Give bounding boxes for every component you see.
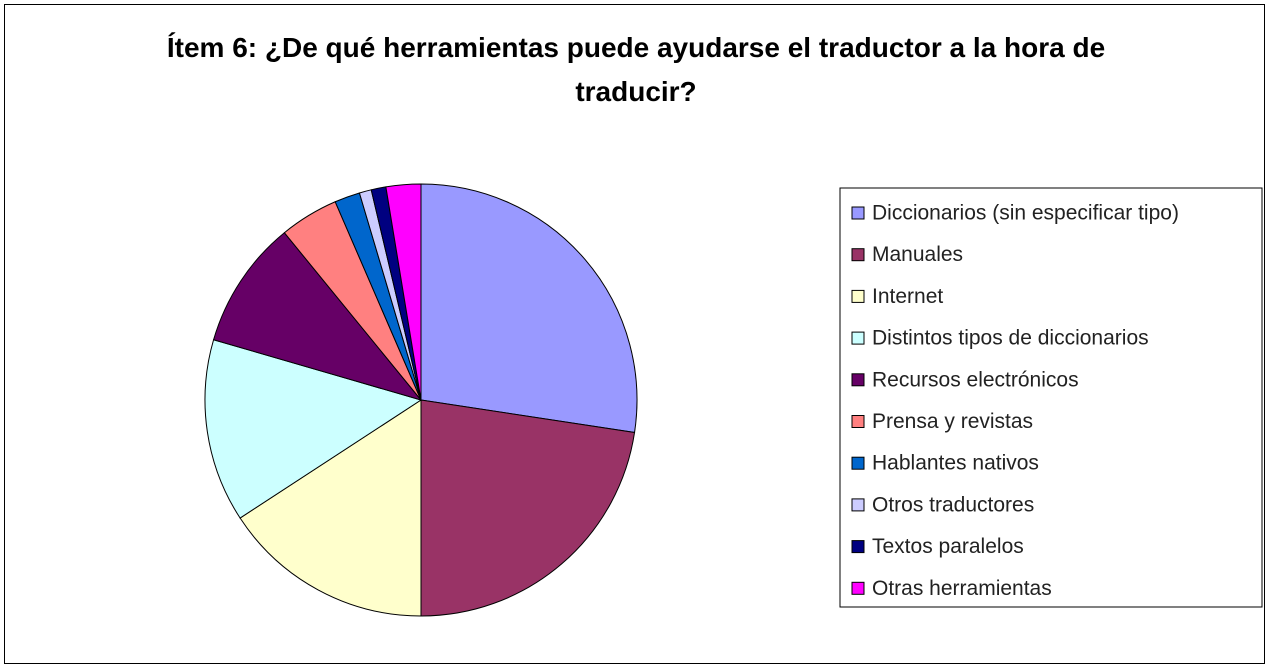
pie-slice bbox=[420, 399, 636, 617]
legend-swatch bbox=[851, 331, 865, 345]
legend-label: Recursos electrónicos bbox=[872, 368, 1079, 391]
legend-box bbox=[839, 187, 1263, 608]
legend-label: Hablantes nativos bbox=[872, 452, 1039, 475]
legend-swatch bbox=[851, 248, 865, 262]
legend-swatch bbox=[851, 456, 865, 470]
pie-slice bbox=[420, 183, 638, 434]
pie-slice bbox=[212, 232, 423, 401]
chart-title: Ítem 6: ¿De qué herramientas puede ayuda… bbox=[166, 32, 1106, 107]
legend-swatch bbox=[851, 373, 865, 387]
legend-swatch bbox=[851, 498, 865, 512]
pie-slice bbox=[385, 183, 422, 401]
legend-label: Diccionarios (sin especificar tipo) bbox=[872, 202, 1179, 225]
legend-swatch bbox=[851, 415, 865, 428]
legend-swatch bbox=[851, 289, 865, 303]
legend-swatch bbox=[851, 540, 865, 554]
legend-label: Manuales bbox=[872, 243, 963, 266]
legend-label: Otras herramientas bbox=[872, 577, 1052, 600]
pie-slice bbox=[204, 339, 423, 519]
legend-swatch bbox=[851, 206, 865, 220]
legend-label: Prensa y revistas bbox=[872, 410, 1033, 433]
pie-slice bbox=[239, 399, 422, 617]
legend-label: Textos paralelos bbox=[872, 535, 1024, 558]
legend-label: Distintos tipos de diccionarios bbox=[872, 327, 1149, 350]
legend-swatch bbox=[851, 581, 865, 595]
legend-label: Internet bbox=[872, 285, 943, 308]
chart-frame bbox=[4, 4, 1265, 664]
legend-label: Otros traductores bbox=[872, 493, 1034, 516]
